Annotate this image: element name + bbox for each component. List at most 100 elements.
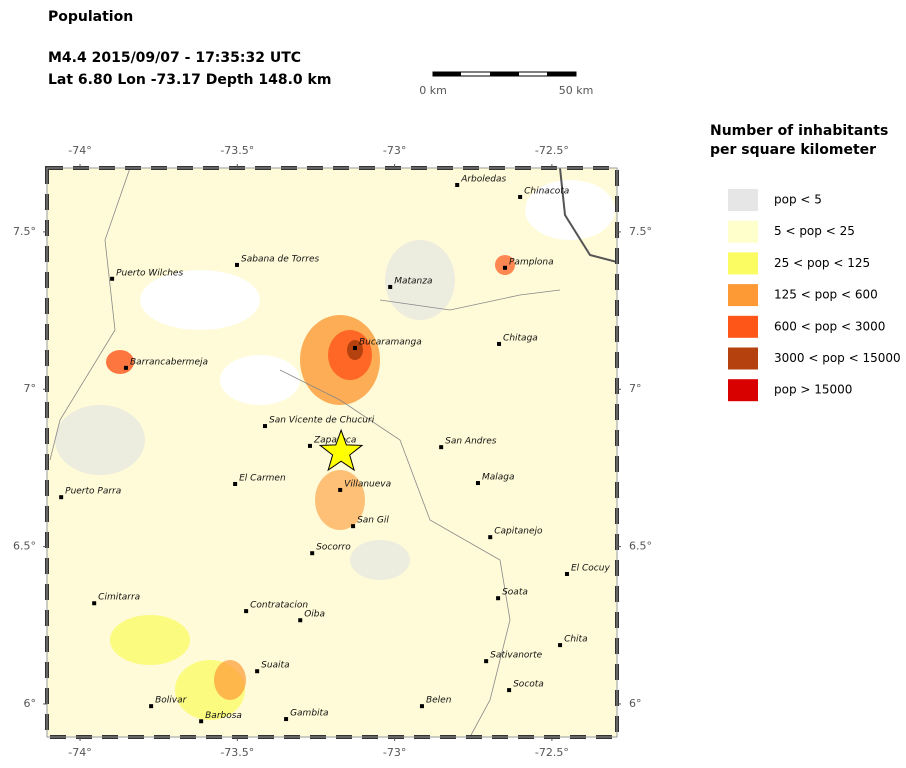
city-dot — [298, 618, 303, 623]
city-label: Sabana de Torres — [241, 254, 319, 264]
city-dot — [233, 481, 238, 486]
city-label: Sativanorte — [490, 651, 543, 661]
city-dot — [338, 487, 343, 492]
legend-swatch — [728, 284, 758, 307]
city-label: Villanueva — [344, 479, 391, 489]
city-label: Cimitarra — [98, 593, 140, 603]
city-label: Belen — [426, 696, 452, 706]
city-dot — [110, 276, 115, 281]
legend-label: pop > 15000 — [774, 383, 852, 397]
city-label: Chita — [564, 635, 588, 645]
city-dot — [307, 443, 312, 448]
city-dot — [475, 481, 480, 486]
city-label: Bucaramanga — [359, 338, 422, 348]
legend-label: pop < 5 — [774, 193, 822, 207]
city-dot — [507, 688, 512, 693]
event: M4.4 2015/09/07 - 17:35:32 UTC — [48, 50, 301, 66]
legend-swatch — [728, 220, 758, 243]
y-tick-label: 6° — [629, 697, 642, 710]
x-tick-label: -74° — [68, 144, 91, 157]
city-dot — [439, 445, 444, 450]
city-dot — [255, 669, 260, 674]
city-dot — [352, 346, 357, 351]
title: Population — [48, 9, 133, 25]
legend-label: 125 < pop < 600 — [774, 288, 878, 302]
city-dot — [496, 596, 501, 601]
city-dot — [503, 265, 508, 270]
legend-label: 5 < pop < 25 — [774, 224, 855, 238]
city-label: Bolivar — [155, 696, 188, 706]
city-label: Barrancabermeja — [130, 357, 208, 367]
scale-bar — [432, 71, 577, 77]
y-tick-label: 7.5° — [629, 225, 652, 238]
city-label: Zapatoca — [313, 435, 356, 445]
city-label: Capitanejo — [494, 527, 543, 537]
city-label: Suaita — [261, 661, 289, 671]
city-dot — [310, 551, 315, 556]
city-label: Contratacion — [250, 601, 308, 611]
city-dot — [558, 643, 563, 648]
x-tick-label: -72.5° — [535, 144, 569, 157]
x-tick-label: -73° — [383, 746, 406, 759]
city-dot — [488, 535, 493, 540]
legend-swatch — [728, 315, 758, 338]
y-tick-label: 7° — [24, 382, 37, 395]
city-label: Gambita — [290, 709, 329, 719]
city-dot — [284, 717, 289, 722]
city-dot — [455, 182, 460, 187]
legend-swatch — [728, 189, 758, 211]
city-label: Socota — [513, 680, 544, 690]
city-label: San Andres — [445, 437, 497, 447]
city-dot — [199, 719, 204, 724]
location: Lat 6.80 Lon -73.17 Depth 148.0 km — [48, 72, 331, 88]
legend-swatch — [728, 379, 758, 402]
scale-end: 50 km — [559, 84, 594, 97]
city-dot — [235, 262, 239, 267]
city-label: Chitaga — [503, 333, 538, 343]
city-label: Oiba — [304, 610, 325, 620]
city-dot — [564, 571, 569, 576]
x-tick-label: -73.5° — [220, 746, 254, 759]
x-tick-label: -74° — [68, 746, 91, 759]
x-tick-label: -73.5° — [220, 144, 254, 157]
city-dot — [92, 601, 97, 606]
legend-title: Number of inhabitants — [710, 123, 888, 139]
city-label: El Cocuy — [571, 563, 610, 573]
epicenter — [318, 428, 364, 472]
city-dot — [419, 704, 424, 709]
city-label: Malaga — [482, 473, 515, 483]
city-dot — [351, 524, 356, 529]
city-dot — [149, 704, 154, 709]
map-border — [46, 167, 618, 738]
legend-label: 3000 < pop < 15000 — [774, 351, 901, 365]
city-label: Arboledas — [460, 174, 506, 184]
y-tick-label: 7.5° — [13, 225, 36, 238]
city-label: San Vicente de Chucuri — [269, 416, 375, 426]
city-label: Pamplona — [509, 257, 554, 267]
y-tick-label: 6.5° — [629, 540, 652, 553]
city-label: Barbosa — [205, 711, 242, 721]
city-label: Soata — [502, 588, 528, 598]
city-label: Matanza — [394, 276, 432, 286]
city-label: Chinacota — [524, 186, 569, 196]
legend-swatch — [728, 252, 758, 275]
city-label: Puerto Wilches — [116, 268, 183, 278]
city-dot — [388, 284, 393, 289]
city-dot — [244, 609, 249, 614]
city-dot — [497, 341, 502, 346]
city-label: Puerto Parra — [65, 487, 121, 497]
y-tick-label: 7° — [629, 382, 642, 395]
legend-title: per square kilometer — [710, 142, 876, 158]
city-dot — [518, 194, 523, 199]
city-dot — [59, 495, 64, 500]
legend-swatch — [728, 347, 758, 370]
x-tick-label: -72.5° — [535, 746, 569, 759]
legend-label: 25 < pop < 125 — [774, 256, 870, 270]
scale-start: 0 km — [419, 84, 447, 97]
y-tick-label: 6.5° — [13, 540, 36, 553]
city-dot — [484, 659, 489, 664]
x-tick-label: -73° — [383, 144, 406, 157]
city-dot — [262, 424, 267, 429]
legend-label: 600 < pop < 3000 — [774, 319, 885, 333]
